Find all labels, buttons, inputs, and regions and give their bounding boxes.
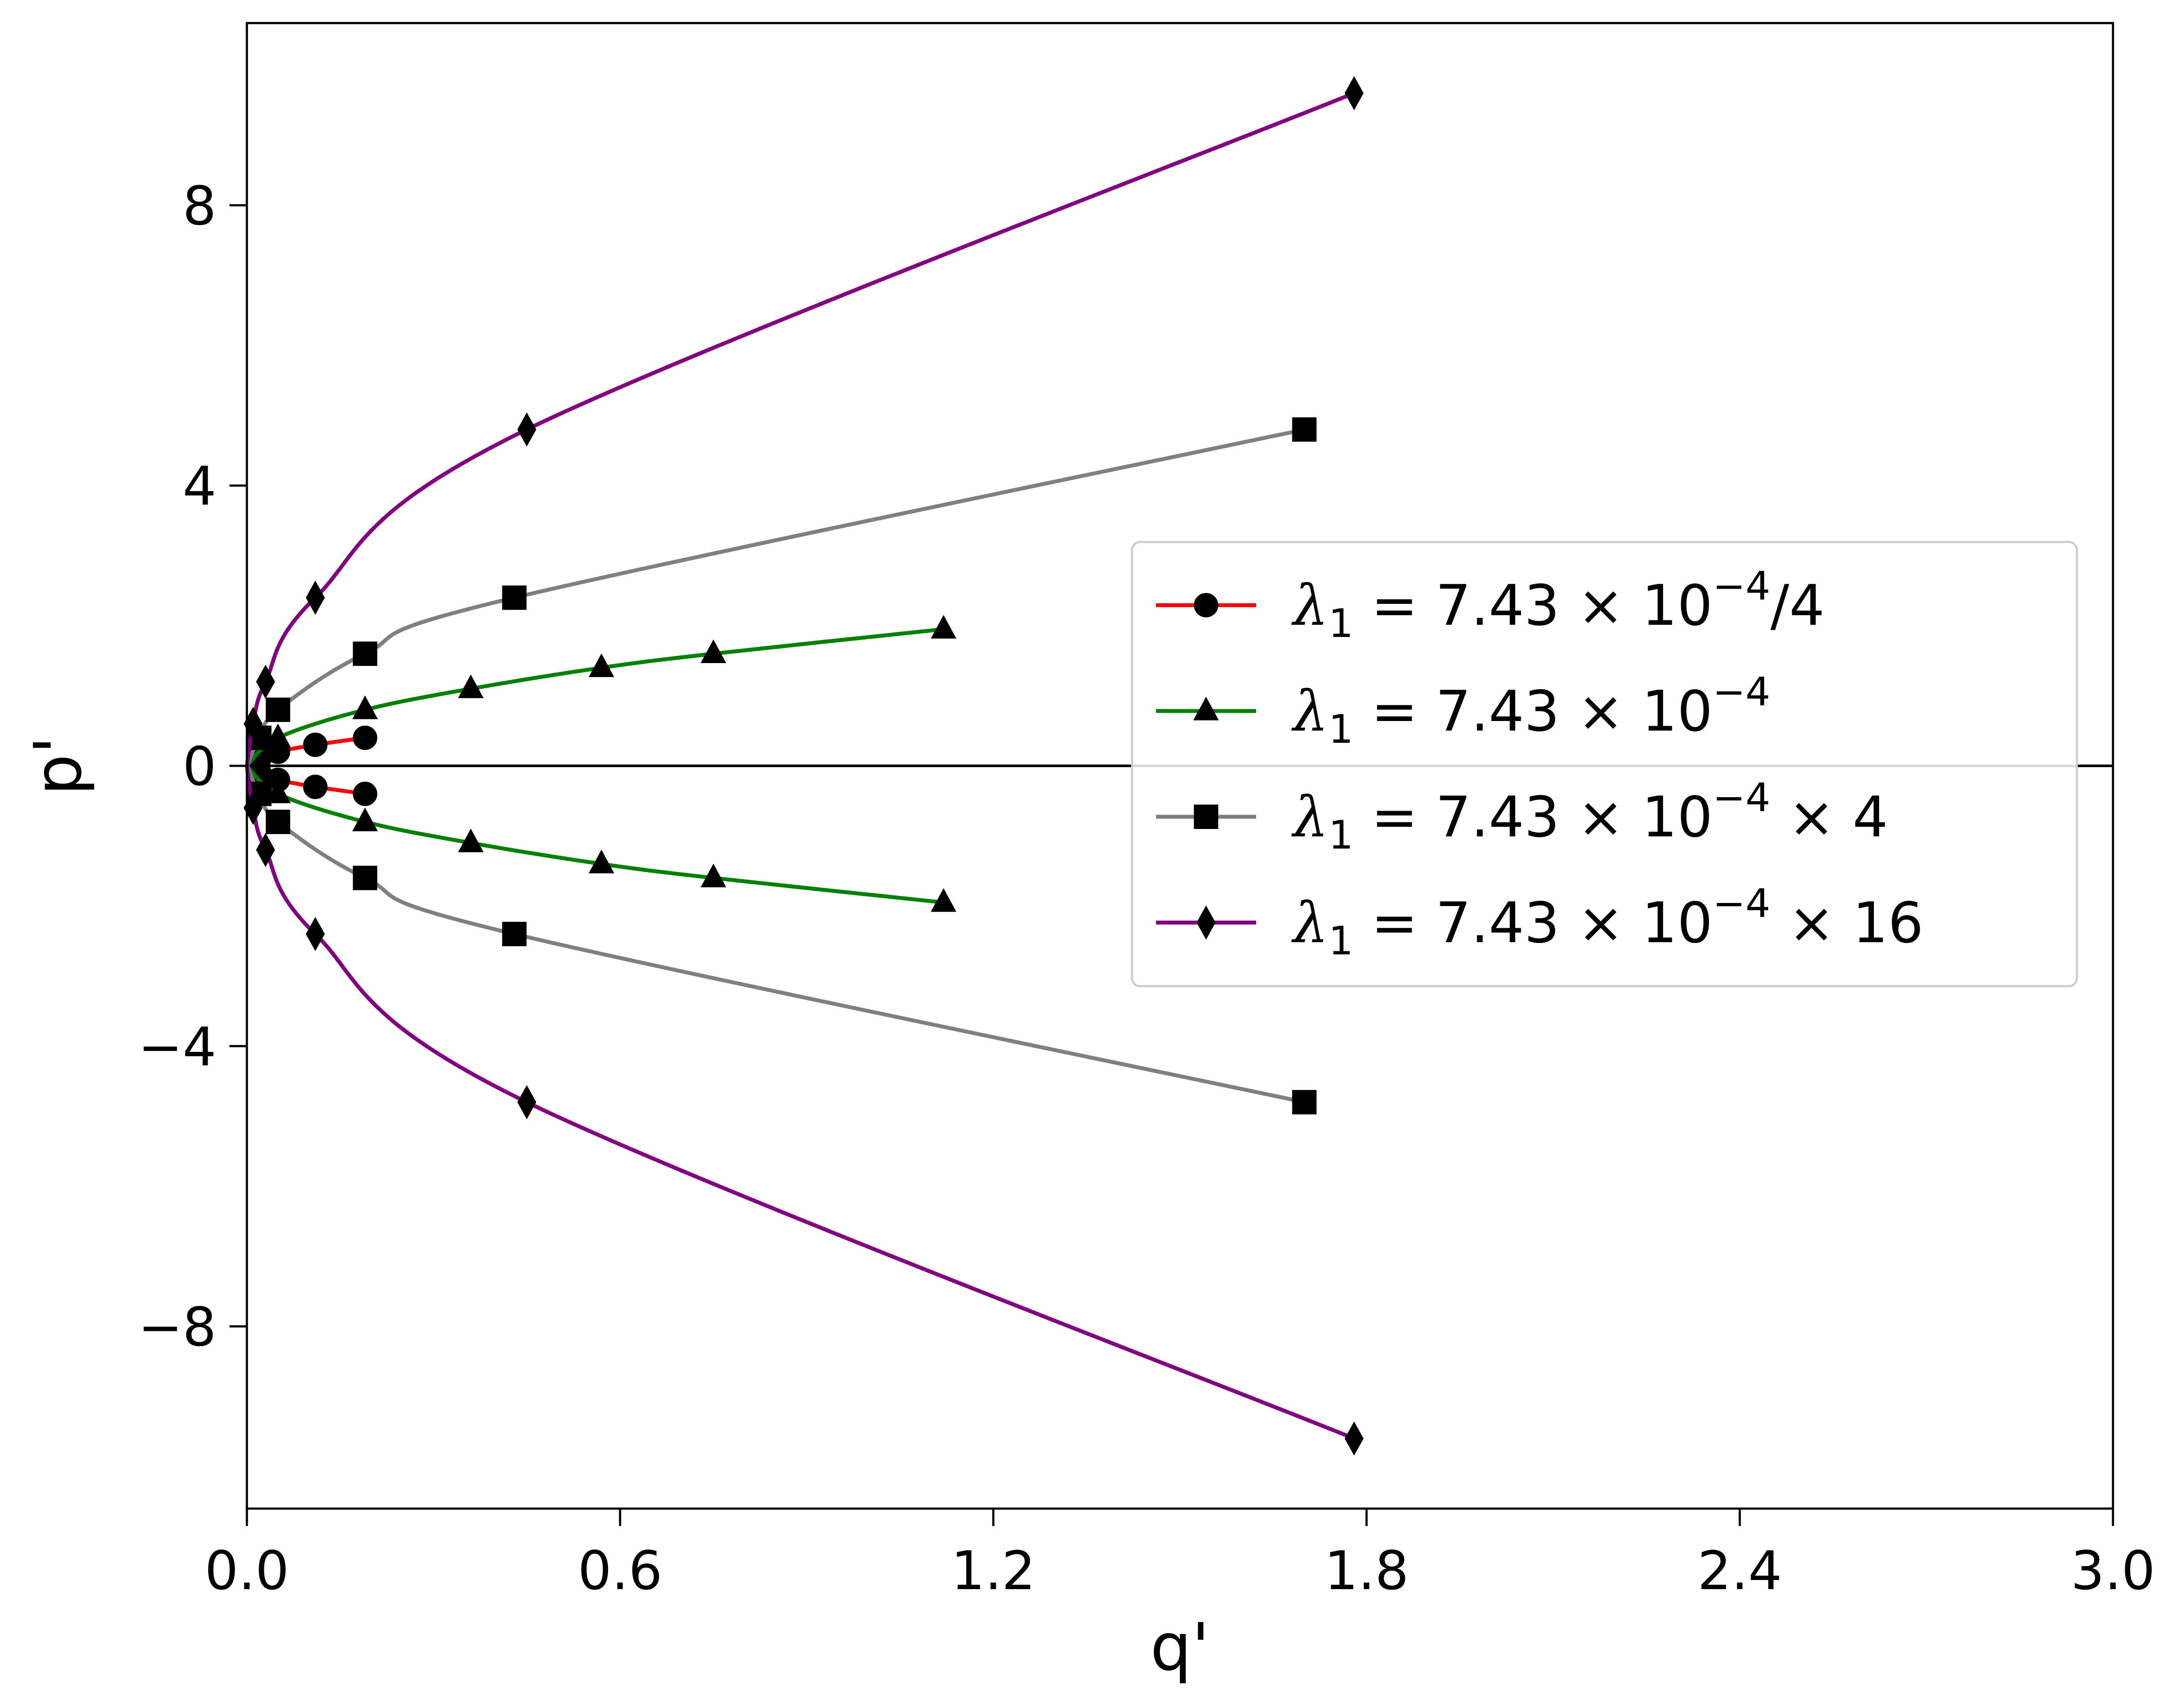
- data-point: [352, 695, 378, 719]
- data-point: [458, 829, 484, 852]
- legend-marker: [1193, 697, 1219, 721]
- legend-label: λ1 = 7.43 × 10−4 × 4: [1291, 775, 1888, 858]
- data-point: [1292, 417, 1317, 442]
- data-point: [517, 1085, 536, 1119]
- data-point: [502, 922, 527, 947]
- series-4: [243, 76, 1364, 1456]
- y-tick-label: 4: [182, 455, 216, 517]
- data-point: [256, 664, 275, 699]
- x-tick-label: 3.0: [2071, 1540, 2155, 1602]
- legend-label: λ1 = 7.43 × 10−4: [1291, 669, 1770, 752]
- y-tick-label: 0: [182, 736, 216, 798]
- data-point: [266, 697, 290, 722]
- plot-area: [243, 76, 2113, 1456]
- data-point: [1345, 1421, 1364, 1456]
- data-point: [352, 807, 378, 832]
- y-tick-label: −4: [138, 1016, 216, 1078]
- x-tick-label: 0.0: [205, 1540, 289, 1602]
- series-2: [245, 615, 957, 912]
- data-point: [588, 849, 614, 873]
- upper-branch-line: [245, 91, 1355, 766]
- x-tick-label: 1.8: [1324, 1540, 1409, 1602]
- data-point: [701, 639, 726, 663]
- lower-branch-line: [245, 765, 1355, 1441]
- data-point: [1292, 1090, 1317, 1115]
- data-point: [930, 888, 957, 912]
- legend-label: λ1 = 7.43 × 10−4/4: [1291, 563, 1825, 647]
- data-point: [265, 723, 291, 748]
- lower-branch-line: [245, 764, 944, 905]
- legend-marker: [1194, 805, 1218, 829]
- y-tick-label: 8: [182, 175, 216, 237]
- data-point: [1345, 76, 1364, 111]
- data-point: [588, 653, 614, 677]
- series-layer: [243, 76, 1364, 1456]
- legend-box: [1131, 541, 2078, 987]
- data-point: [303, 775, 328, 799]
- data-point: [256, 832, 275, 867]
- series-1: [246, 725, 377, 806]
- data-point: [306, 580, 325, 615]
- x-axis-label: q': [1150, 1610, 1210, 1685]
- y-axis-label: p': [20, 736, 96, 795]
- data-point: [517, 412, 536, 447]
- legend-label: λ1 = 7.43 × 10−4 × 16: [1291, 881, 1924, 964]
- data-point: [353, 725, 377, 750]
- legend: λ1 = 7.43 × 10−4/4 λ1 = 7.43 × 10−4 λ1 = 7…: [1131, 541, 2078, 987]
- data-point: [303, 732, 328, 757]
- y-tick-label: −8: [138, 1297, 216, 1358]
- legend-item: λ1 = 7.43 × 10−4 × 4: [1156, 775, 1888, 858]
- y-axis: −8 −4 0 4 8: [138, 175, 247, 1358]
- x-tick-label: 0.6: [578, 1540, 662, 1602]
- data-point: [266, 809, 290, 834]
- x-axis: 0.0 0.6 1.2 1.8 2.4 3.0: [205, 1509, 2155, 1602]
- data-point: [930, 615, 957, 639]
- upper-branch-line: [245, 627, 944, 768]
- data-point: [353, 782, 377, 806]
- data-point: [502, 585, 527, 610]
- data-point: [701, 863, 726, 888]
- series-3: [245, 417, 1317, 1115]
- legend-item: λ1 = 7.43 × 10−4: [1156, 669, 1770, 752]
- data-point: [306, 917, 325, 951]
- data-point: [353, 866, 377, 890]
- data-point: [265, 779, 291, 803]
- legend-marker: [1196, 905, 1216, 940]
- legend-item: λ1 = 7.43 × 10−4 × 16: [1156, 881, 1924, 964]
- legend-marker: [1194, 593, 1218, 617]
- legend-item: λ1 = 7.43 × 10−4/4: [1156, 563, 1825, 647]
- data-point: [353, 641, 377, 666]
- x-tick-label: 2.4: [1698, 1540, 1782, 1602]
- x-tick-label: 1.2: [951, 1540, 1035, 1602]
- data-point: [458, 674, 484, 698]
